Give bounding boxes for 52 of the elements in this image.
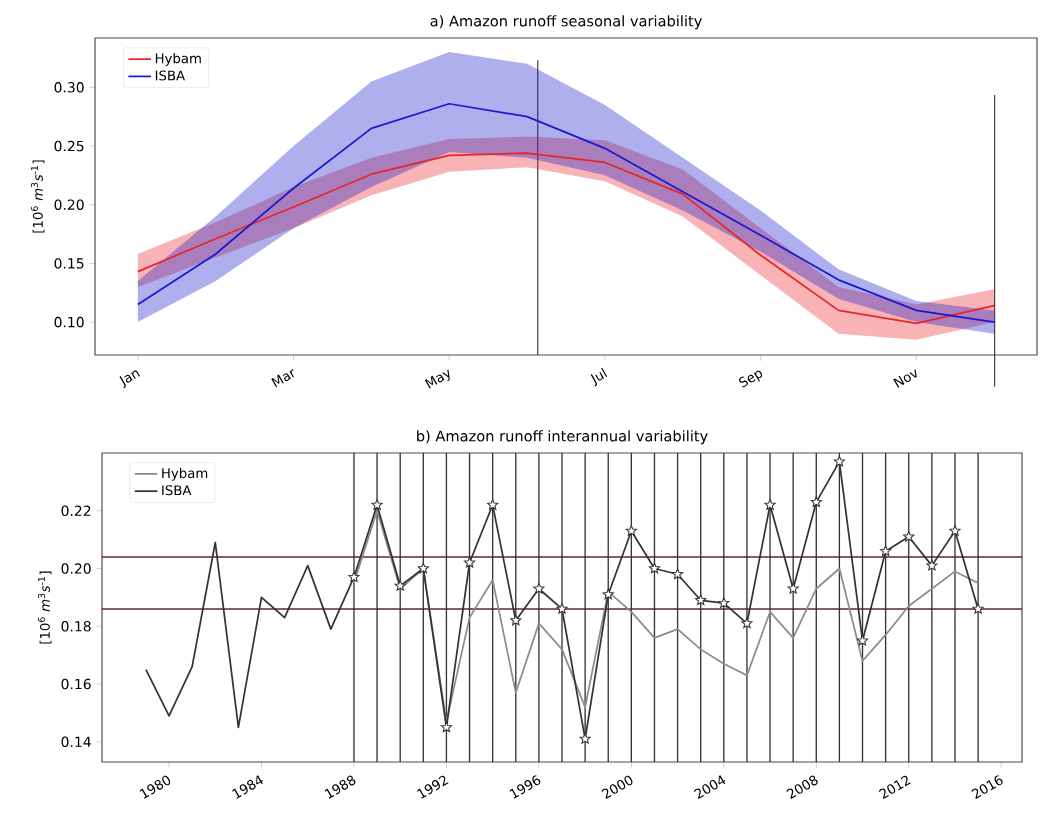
x-tick-label: Nov: [893, 369, 917, 388]
line-series: [136, 152, 996, 325]
x-tick-label: Mar: [271, 369, 295, 388]
x-tick-label: Sep: [738, 370, 763, 388]
x-tick-label: May: [424, 369, 450, 389]
point: [672, 568, 684, 580]
point: [648, 562, 661, 574]
point: [741, 617, 753, 629]
legend-label: Hybam: [155, 53, 201, 66]
chart-title: a) Amazon runoff seasonal variability: [430, 15, 702, 30]
point: [487, 499, 499, 510]
legend-label: ISBA: [162, 485, 192, 496]
y-tick-label: 0.20: [54, 199, 84, 210]
point: [949, 525, 961, 536]
point: [787, 582, 799, 594]
x-tick-label: Jan: [119, 370, 140, 389]
point: [463, 556, 476, 568]
point: [579, 733, 591, 744]
line-series: [136, 102, 996, 323]
y-tick-label: 0.30: [54, 82, 84, 93]
point: [718, 597, 730, 608]
y-axis-title: [10$^{6}$ m$^{3}$s$^{-1}$]: [37, 571, 52, 644]
point: [972, 603, 984, 614]
legend-label: ISBA: [155, 70, 186, 81]
y-tick-label: 0.15: [54, 258, 84, 269]
point: [556, 603, 568, 614]
point: [602, 588, 614, 600]
y-tick-label: 0.18: [61, 620, 91, 632]
y-tick-label: 0.20: [61, 563, 91, 574]
y-tick-label: 0.14: [61, 736, 91, 748]
y-tick-label: 0.22: [61, 505, 91, 517]
point: [880, 545, 892, 557]
point: [533, 582, 545, 594]
point: [903, 530, 915, 542]
y-tick-label: 0.25: [54, 140, 84, 152]
legend-label: Hybam: [162, 467, 208, 481]
point: [625, 525, 637, 536]
point: [394, 580, 406, 591]
point: [510, 614, 522, 626]
chart-title: b) Amazon runoff interannual variability: [417, 430, 708, 445]
point: [371, 499, 383, 510]
y-tick-label: 0.10: [54, 316, 84, 328]
x-tick-label: Jul: [590, 367, 608, 387]
point: [926, 559, 938, 571]
y-axis-title: [10$^{6}$ m$^{3}$s$^{-1}$]: [30, 160, 45, 233]
point: [833, 455, 845, 467]
point: [348, 571, 360, 582]
point: [810, 496, 822, 507]
point: [695, 594, 707, 606]
point: [764, 499, 776, 510]
y-tick-label: 0.16: [61, 678, 91, 690]
point: [417, 562, 429, 574]
